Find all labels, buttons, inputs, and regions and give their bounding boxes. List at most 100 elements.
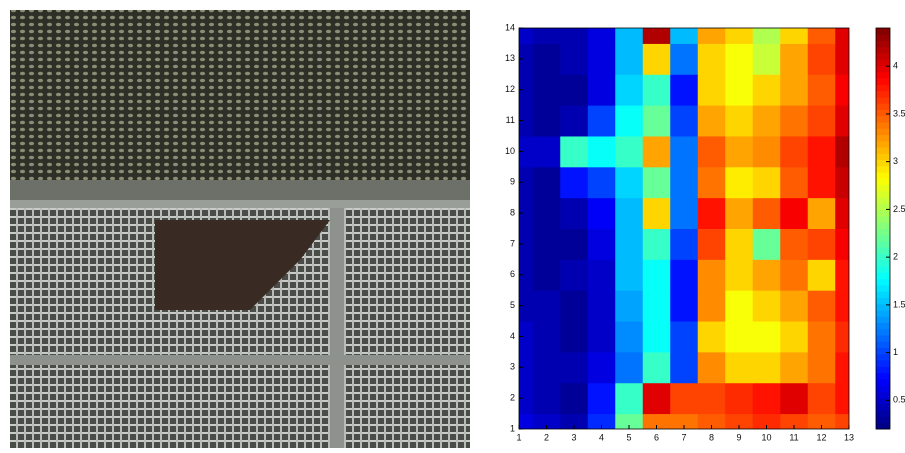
heat-cell bbox=[698, 136, 726, 167]
heat-cell bbox=[698, 383, 726, 414]
heat-cell bbox=[533, 383, 561, 414]
heat-cell bbox=[698, 352, 726, 383]
heat-cell bbox=[808, 43, 836, 74]
colorbar-step bbox=[876, 135, 890, 142]
colorbar-step bbox=[876, 366, 890, 373]
x-tick-label: 2 bbox=[544, 432, 549, 442]
colorbar-step bbox=[876, 423, 890, 430]
x-tick-label: 1 bbox=[516, 432, 521, 442]
y-tick-label: 8 bbox=[510, 207, 515, 217]
heat-cell bbox=[588, 74, 616, 105]
heat-cell bbox=[560, 383, 588, 414]
y-tick-label: 13 bbox=[505, 53, 515, 63]
heatmap bbox=[505, 13, 863, 445]
colorbar-step bbox=[876, 216, 890, 223]
y-tick-label: 9 bbox=[510, 177, 515, 187]
y-tick-label: 14 bbox=[505, 22, 515, 32]
heat-cell bbox=[698, 74, 726, 105]
colorbar-step bbox=[876, 310, 890, 317]
heat-cell bbox=[780, 167, 808, 198]
colorbar-step bbox=[876, 210, 890, 217]
heat-cell bbox=[643, 290, 671, 321]
heat-cell bbox=[670, 321, 698, 352]
heat-cell bbox=[753, 259, 781, 290]
x-tick-label: 3 bbox=[571, 432, 576, 442]
heat-cell bbox=[643, 74, 671, 105]
colorbar-step bbox=[876, 404, 890, 411]
colorbar-step bbox=[876, 398, 890, 405]
colorbar-step bbox=[876, 235, 890, 242]
heat-cell bbox=[780, 229, 808, 260]
colorbar-step bbox=[876, 172, 890, 179]
heat-cell bbox=[698, 259, 726, 290]
heat-cell bbox=[643, 198, 671, 229]
x-tick-label: 11 bbox=[789, 432, 798, 442]
heat-cell bbox=[808, 105, 836, 136]
heat-cell bbox=[588, 198, 616, 229]
heat-cell bbox=[753, 229, 781, 260]
heat-cell bbox=[808, 167, 836, 198]
colorbar-step bbox=[876, 128, 890, 135]
heat-cell bbox=[615, 136, 643, 167]
x-tick-label: 9 bbox=[736, 432, 741, 442]
heat-cell bbox=[560, 352, 588, 383]
colorbar-step bbox=[876, 335, 890, 342]
heat-cell bbox=[698, 229, 726, 260]
heat-cell bbox=[670, 167, 698, 198]
heat-cell bbox=[808, 259, 836, 290]
heat-cell bbox=[753, 74, 781, 105]
colorbar-step bbox=[876, 348, 890, 355]
colorbar-tick-label: 4 bbox=[893, 61, 898, 71]
x-tick-label: 7 bbox=[681, 432, 686, 442]
heat-cell bbox=[753, 290, 781, 321]
heat-cell bbox=[780, 352, 808, 383]
heat-cell bbox=[698, 167, 726, 198]
heat-cell bbox=[533, 321, 561, 352]
y-tick-label: 4 bbox=[510, 331, 515, 341]
colorbar-step bbox=[876, 416, 890, 423]
colorbar-step bbox=[876, 53, 890, 60]
heat-cell bbox=[560, 259, 588, 290]
heat-cell bbox=[698, 43, 726, 74]
heat-cell bbox=[533, 43, 561, 74]
heat-cell bbox=[615, 105, 643, 136]
colorbar-step bbox=[876, 28, 890, 35]
x-tick-label: 13 bbox=[844, 432, 854, 442]
heat-cell bbox=[670, 198, 698, 229]
heat-cell bbox=[753, 43, 781, 74]
heat-cell bbox=[643, 259, 671, 290]
colorbar-step bbox=[876, 285, 890, 292]
y-tick-label: 10 bbox=[505, 146, 515, 156]
heat-cell bbox=[725, 321, 753, 352]
colorbar-step bbox=[876, 41, 890, 48]
colorbar-tick-label: 2 bbox=[893, 252, 898, 262]
heat-cell bbox=[725, 167, 753, 198]
heat-cell bbox=[588, 383, 616, 414]
colorbar-step bbox=[876, 91, 890, 98]
colorbar-step bbox=[876, 266, 890, 273]
heat-cell bbox=[780, 290, 808, 321]
heat-cell bbox=[533, 74, 561, 105]
heat-cell bbox=[780, 136, 808, 167]
colorbar-step bbox=[876, 72, 890, 79]
colorbar-step bbox=[876, 78, 890, 85]
x-tick-label: 12 bbox=[816, 432, 826, 442]
colorbar-step bbox=[876, 59, 890, 66]
heat-cell bbox=[615, 198, 643, 229]
heat-cell bbox=[698, 290, 726, 321]
heat-cell bbox=[533, 229, 561, 260]
colorbar-tick-label: 3.5 bbox=[893, 108, 905, 118]
heat-cell bbox=[588, 136, 616, 167]
colorbar-step bbox=[876, 291, 890, 298]
colorbar-step bbox=[876, 373, 890, 380]
heat-cell bbox=[615, 43, 643, 74]
heat-cell bbox=[780, 259, 808, 290]
heat-cell bbox=[533, 290, 561, 321]
heat-cell bbox=[670, 43, 698, 74]
heat-cell bbox=[533, 167, 561, 198]
colorbar-step bbox=[876, 379, 890, 386]
heat-cell bbox=[670, 136, 698, 167]
heat-cell bbox=[808, 74, 836, 105]
heat-cell bbox=[725, 43, 753, 74]
colorbar-step bbox=[876, 178, 890, 185]
